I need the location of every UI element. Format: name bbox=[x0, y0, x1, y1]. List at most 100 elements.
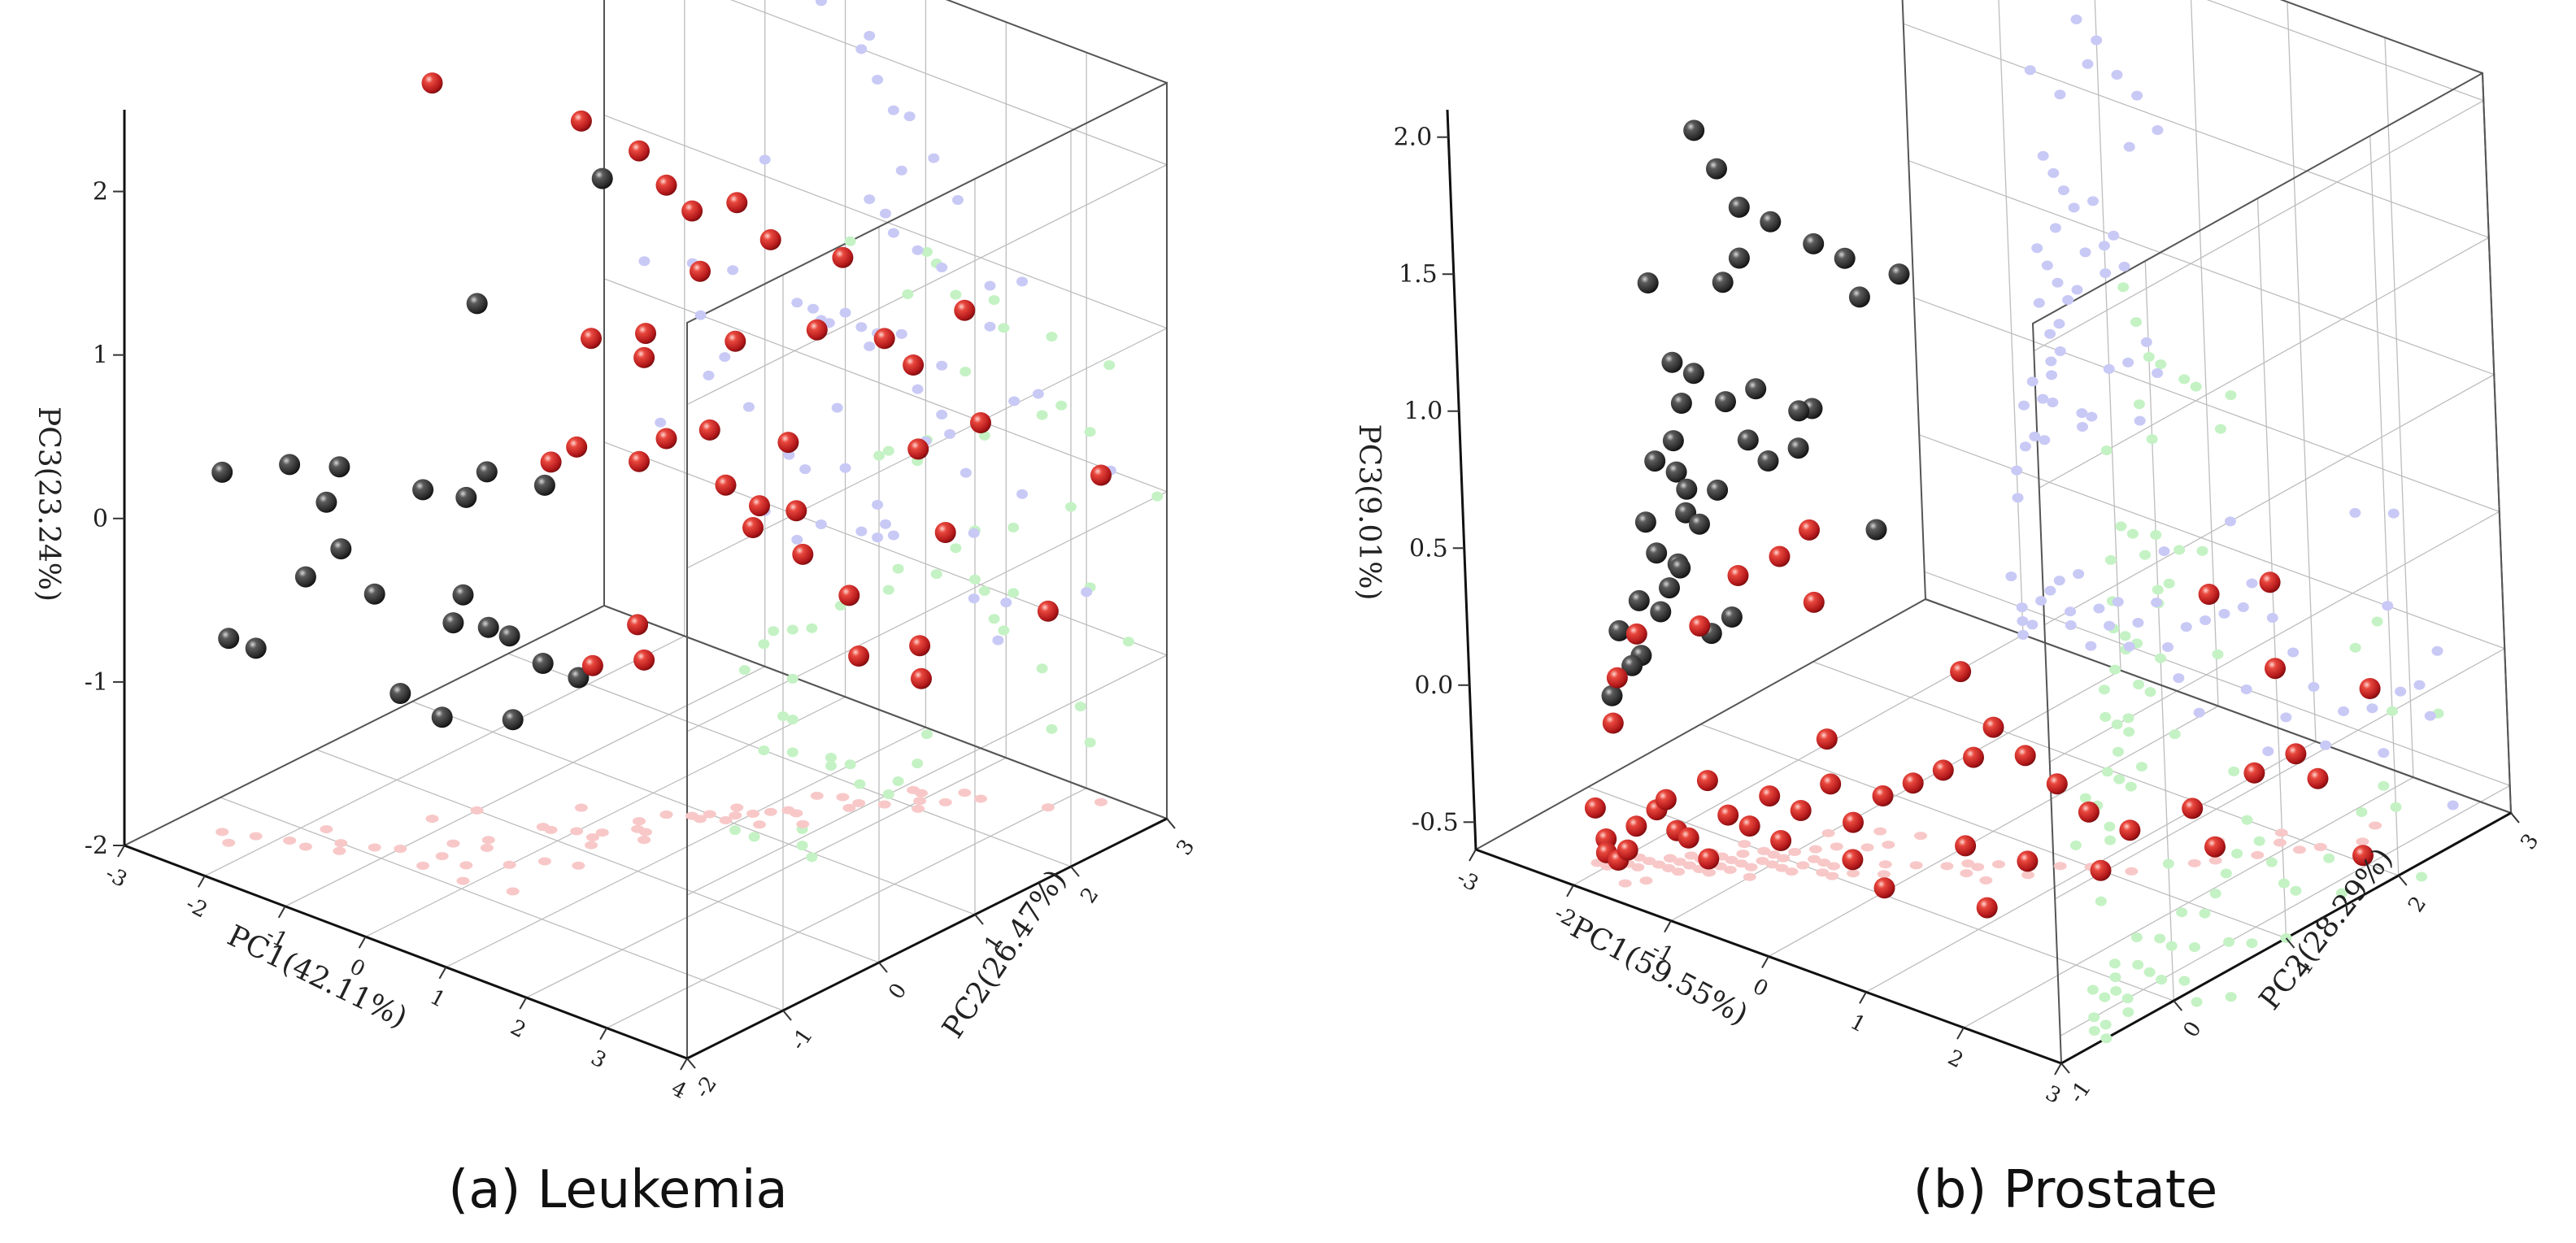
projection-yz-point bbox=[1046, 332, 1058, 342]
data-point-class2 bbox=[1584, 797, 1606, 819]
projection-xz-point bbox=[831, 402, 843, 413]
projection-yz-point bbox=[2178, 976, 2191, 986]
projection-yz-point bbox=[2099, 992, 2111, 1002]
side-wall bbox=[686, 81, 1168, 1060]
projection-xz-point bbox=[984, 321, 996, 332]
projection-yz-point bbox=[2117, 282, 2130, 293]
projection-xz-point bbox=[727, 265, 739, 276]
projection-xy-point bbox=[938, 798, 952, 806]
projection-xz-point bbox=[2049, 223, 2061, 233]
projection-xz-point bbox=[2123, 141, 2135, 152]
projection-yz-point bbox=[2174, 545, 2186, 555]
data-point-class2 bbox=[2078, 801, 2100, 823]
data-points bbox=[1584, 120, 2381, 919]
projection-yz-point bbox=[2191, 997, 2203, 1007]
x-axis-line bbox=[124, 844, 688, 1060]
data-point-class1 bbox=[1659, 577, 1680, 599]
grid-line bbox=[220, 797, 784, 1011]
projection-yz-point bbox=[2165, 941, 2178, 951]
data-point-class2 bbox=[1655, 789, 1677, 811]
projection-xz-point bbox=[928, 153, 940, 163]
projection-yz-point bbox=[2253, 836, 2265, 846]
projection-xy-point bbox=[1882, 841, 1895, 850]
projection-xz-point bbox=[2045, 356, 2057, 367]
data-point-class2 bbox=[1602, 712, 1624, 734]
projection-xy-point bbox=[764, 807, 777, 816]
data-point-class2 bbox=[1677, 827, 1699, 849]
data-point-class2 bbox=[934, 522, 956, 543]
projection-yz-point bbox=[2150, 530, 2162, 541]
projection-xz-point bbox=[2037, 393, 2049, 404]
projection-yz-point bbox=[969, 574, 981, 585]
projection-xy-point bbox=[637, 836, 651, 845]
x-tick bbox=[2054, 1063, 2062, 1076]
data-point-class2 bbox=[1738, 815, 1760, 837]
y-tick bbox=[686, 1058, 696, 1069]
projection-xz-point bbox=[936, 263, 948, 273]
projection-xz-point bbox=[872, 74, 884, 85]
data-point-class2 bbox=[1843, 811, 1864, 833]
projection-xy-point bbox=[1909, 861, 1923, 870]
projection-xz-point bbox=[2054, 346, 2066, 357]
back-wall bbox=[603, 0, 1168, 820]
projection-xz-point bbox=[2057, 185, 2069, 196]
y-axis-line bbox=[686, 817, 1168, 1060]
projection-xy-point bbox=[842, 803, 856, 812]
projection-xz-point bbox=[2104, 620, 2116, 631]
projection-xz-point bbox=[2046, 370, 2058, 380]
data-point-class2 bbox=[540, 451, 562, 473]
projection-xz-point bbox=[791, 534, 803, 545]
grid-line bbox=[1903, 23, 2491, 489]
data-point-class1 bbox=[1865, 519, 1887, 541]
data-point-class2 bbox=[1799, 519, 1820, 541]
data-point-class1 bbox=[1637, 272, 1659, 293]
projection-xz-point bbox=[2068, 202, 2080, 213]
data-point-class2 bbox=[1606, 667, 1628, 689]
projection-xy-point bbox=[633, 817, 646, 826]
projection-xy-point bbox=[503, 860, 516, 869]
projection-yz-point bbox=[1122, 637, 1134, 647]
projection-xy-point bbox=[1736, 850, 1750, 858]
projection-yz-point bbox=[1084, 427, 1096, 437]
projection-xy-point bbox=[585, 832, 599, 841]
x-tick bbox=[358, 936, 367, 949]
projection-xz-point bbox=[2053, 576, 2065, 586]
projection-xz-point bbox=[2123, 641, 2135, 652]
projection-yz-point bbox=[2143, 967, 2156, 977]
projection-xz-point bbox=[2047, 398, 2059, 408]
data-point-class2 bbox=[2307, 767, 2329, 789]
projection-yz-point bbox=[988, 614, 1000, 624]
data-point-class2 bbox=[2265, 658, 2286, 680]
projection-xy-point bbox=[1971, 863, 1985, 871]
projection-xz-point bbox=[887, 105, 899, 115]
data-point-class2 bbox=[681, 200, 703, 222]
projection-xy-point bbox=[446, 839, 460, 848]
x-tick-label: 0 bbox=[1748, 974, 1772, 1002]
projection-yz-point bbox=[2101, 767, 2113, 777]
data-point-class1 bbox=[363, 583, 385, 605]
data-point-class2 bbox=[2046, 773, 2068, 795]
projection-yz-point bbox=[748, 832, 760, 842]
data-point-class2 bbox=[1769, 545, 1791, 567]
data-point-class1 bbox=[1646, 542, 1668, 564]
y-tick-label: 2 bbox=[2404, 892, 2431, 916]
projection-xy-point bbox=[435, 852, 449, 861]
projection-yz-point bbox=[844, 759, 856, 770]
projection-yz-point bbox=[1036, 410, 1048, 420]
data-point-class1 bbox=[1706, 158, 1727, 180]
projection-xz-point bbox=[2053, 319, 2065, 329]
projection-yz-point bbox=[2176, 907, 2188, 918]
projection-yz-point bbox=[2156, 974, 2168, 984]
projection-xz-point bbox=[2086, 196, 2099, 206]
data-point-class2 bbox=[806, 319, 828, 341]
projection-yz-point bbox=[768, 626, 780, 637]
projection-yz-point bbox=[1036, 663, 1048, 674]
projection-xz-point bbox=[2065, 620, 2077, 631]
grid-line bbox=[1913, 297, 2501, 763]
projection-xz-point bbox=[887, 228, 899, 238]
data-point-class1 bbox=[1662, 430, 1684, 452]
projection-xz-point bbox=[839, 463, 851, 473]
projection-xz-point bbox=[2065, 606, 2077, 617]
projection-xy-point bbox=[2208, 856, 2222, 865]
projection-xy-point bbox=[249, 832, 263, 841]
